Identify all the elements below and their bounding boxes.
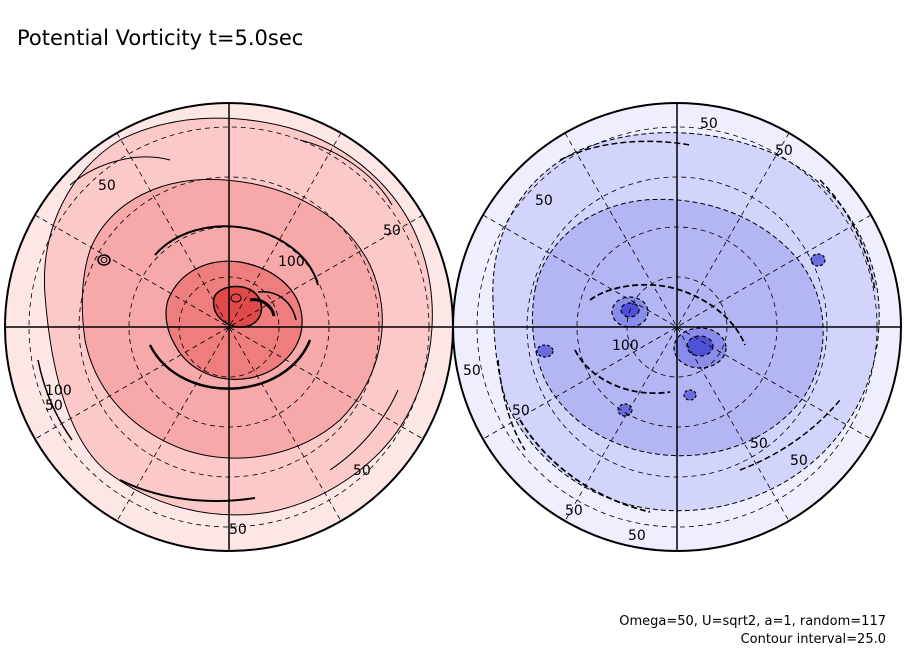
- left-band-4: [212, 285, 263, 328]
- right-label-1: 50: [775, 143, 793, 159]
- right-band-4b: [686, 335, 714, 357]
- right-hemisphere-map: 50 50 50 50 100 50 50 50 50 50: [452, 102, 902, 552]
- right-label-0: 50: [700, 116, 718, 132]
- right-label-3: 50: [463, 363, 481, 379]
- right-label-9: 50: [628, 528, 646, 544]
- right-label-8: 50: [565, 503, 583, 519]
- footnote-contour-interval: Contour interval=25.0: [740, 632, 886, 647]
- right-label-7: 50: [790, 453, 808, 469]
- right-label-4: 100: [612, 338, 639, 354]
- left-hemisphere-map: 50 50 100 50 50 50 100: [4, 102, 454, 552]
- footnote-params: Omega=50, U=sqrt2, a=1, random=117: [619, 614, 886, 629]
- page-title: Potential Vorticity t=5.0sec: [17, 26, 304, 50]
- left-label-1: 50: [383, 223, 401, 239]
- left-label-6: 100: [45, 383, 72, 399]
- left-label-4: 50: [353, 463, 371, 479]
- left-label-5: 50: [229, 522, 247, 538]
- right-label-5: 50: [512, 403, 530, 419]
- right-label-6: 50: [750, 436, 768, 452]
- left-label-2: 100: [278, 254, 305, 270]
- left-label-3: 50: [45, 398, 63, 414]
- right-label-2: 50: [535, 193, 553, 209]
- left-label-0: 50: [98, 178, 116, 194]
